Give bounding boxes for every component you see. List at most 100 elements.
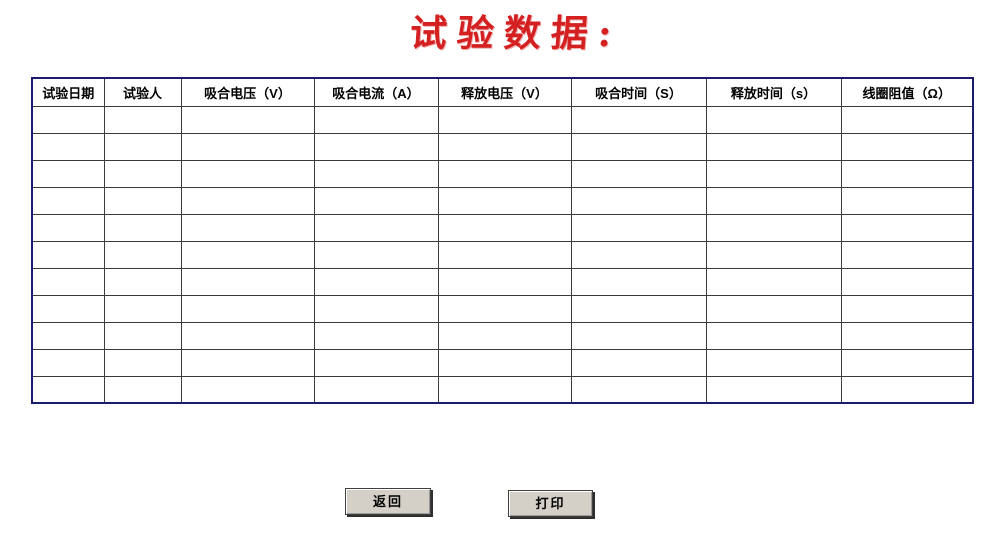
table-cell <box>313 159 439 188</box>
table-cell <box>840 375 974 404</box>
table-cell <box>31 105 105 134</box>
table-cell <box>437 213 572 242</box>
col-header-coil-resistance: 线圈阻值（Ω） <box>840 77 974 107</box>
table-cell <box>180 321 315 350</box>
page-title: 试验数据: <box>408 11 624 55</box>
table-cell <box>103 294 182 323</box>
table-cell <box>840 294 974 323</box>
table-cell <box>31 186 105 215</box>
table-cell <box>437 132 572 161</box>
table-cell <box>180 240 315 269</box>
col-header-test-date: 试验日期 <box>31 77 105 107</box>
col-header-pickup-voltage: 吸合电压（V） <box>180 77 315 107</box>
table-cell <box>705 294 842 323</box>
table-cell <box>570 186 707 215</box>
table-cell <box>705 240 842 269</box>
table-cell <box>31 132 105 161</box>
table-row <box>31 348 974 377</box>
table-cell <box>570 132 707 161</box>
table-cell <box>313 375 439 404</box>
table-cell <box>31 321 105 350</box>
col-header-pickup-time: 吸合时间（S） <box>570 77 707 107</box>
table-cell <box>31 294 105 323</box>
table-cell <box>570 240 707 269</box>
col-header-tester: 试验人 <box>103 77 182 107</box>
table-row <box>31 186 974 215</box>
table-cell <box>437 375 572 404</box>
table-cell <box>313 105 439 134</box>
table-cell <box>840 186 974 215</box>
table-cell <box>570 105 707 134</box>
table-cell <box>103 105 182 134</box>
table-cell <box>180 375 315 404</box>
col-header-pickup-current: 吸合电流（A） <box>313 77 439 107</box>
table-cell <box>103 159 182 188</box>
table-cell <box>103 132 182 161</box>
table-row <box>31 321 974 350</box>
table-cell <box>103 321 182 350</box>
print-button[interactable]: 打印 <box>508 490 593 517</box>
table-cell <box>103 240 182 269</box>
table-cell <box>31 348 105 377</box>
table-header-row: 试验日期 试验人 吸合电压（V） 吸合电流（A） 释放电压（V） 吸合时间（S）… <box>31 77 974 107</box>
table-body <box>31 105 974 404</box>
table-cell <box>437 267 572 296</box>
table-cell <box>437 186 572 215</box>
table-cell <box>705 375 842 404</box>
table-cell <box>570 321 707 350</box>
table-row <box>31 132 974 161</box>
table-row <box>31 240 974 269</box>
table-cell <box>103 348 182 377</box>
table-cell <box>180 132 315 161</box>
table-cell <box>570 294 707 323</box>
back-button[interactable]: 返回 <box>345 488 431 515</box>
table-cell <box>31 240 105 269</box>
table-cell <box>180 348 315 377</box>
table-row <box>31 105 974 134</box>
table-cell <box>103 267 182 296</box>
table-row <box>31 213 974 242</box>
table-cell <box>313 186 439 215</box>
table-cell <box>570 348 707 377</box>
table-cell <box>840 159 974 188</box>
table-cell <box>31 213 105 242</box>
table-cell <box>840 105 974 134</box>
table-cell <box>437 105 572 134</box>
table-row <box>31 159 974 188</box>
table-cell <box>180 186 315 215</box>
table-cell <box>180 213 315 242</box>
table-cell <box>705 321 842 350</box>
table-cell <box>840 213 974 242</box>
table-cell <box>313 267 439 296</box>
table-cell <box>31 159 105 188</box>
table-cell <box>570 375 707 404</box>
table-cell <box>180 294 315 323</box>
table-cell <box>840 240 974 269</box>
table-cell <box>570 159 707 188</box>
table-cell <box>31 375 105 404</box>
table-cell <box>437 348 572 377</box>
table-cell <box>570 213 707 242</box>
table-cell <box>180 105 315 134</box>
col-header-release-time: 释放时间（s） <box>705 77 842 107</box>
table-cell <box>437 240 572 269</box>
table-cell <box>437 294 572 323</box>
table-cell <box>313 348 439 377</box>
table-cell <box>570 267 707 296</box>
table-cell <box>313 321 439 350</box>
table-cell <box>180 267 315 296</box>
table-row <box>31 294 974 323</box>
table-cell <box>313 294 439 323</box>
table-cell <box>840 267 974 296</box>
table-cell <box>437 321 572 350</box>
table-cell <box>840 321 974 350</box>
table-cell <box>705 213 842 242</box>
table-row <box>31 267 974 296</box>
table-cell <box>313 132 439 161</box>
table-cell <box>180 159 315 188</box>
table-cell <box>705 159 842 188</box>
table-cell <box>103 213 182 242</box>
table-cell <box>31 267 105 296</box>
table-cell <box>705 267 842 296</box>
